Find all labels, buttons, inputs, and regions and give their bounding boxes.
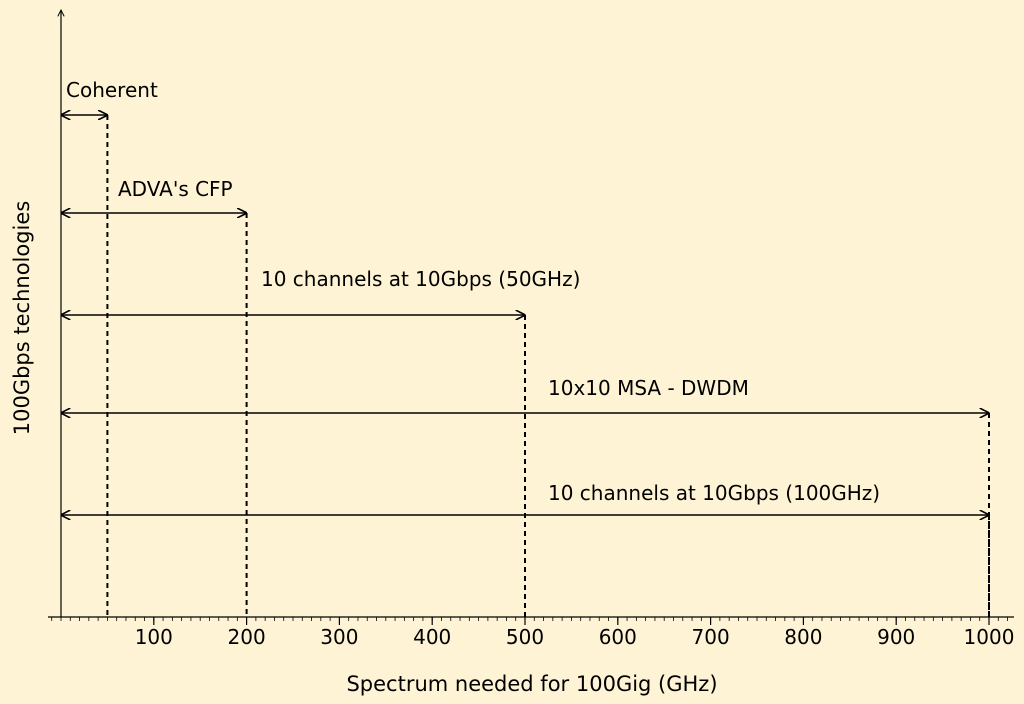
x-tick-label: 300 bbox=[320, 625, 358, 649]
y-axis-label: 100Gbps technologies bbox=[10, 201, 34, 436]
x-tick-label: 1000 bbox=[964, 625, 1015, 649]
range-label: 10 channels at 10Gbps (50GHz) bbox=[261, 267, 580, 291]
range-label: 10x10 MSA - DWDM bbox=[548, 376, 749, 400]
x-tick-label: 400 bbox=[413, 625, 451, 649]
x-tick-label: 100 bbox=[135, 625, 173, 649]
x-tick-label: 500 bbox=[506, 625, 544, 649]
range-label: Coherent bbox=[66, 78, 158, 102]
range-label: ADVA's CFP bbox=[118, 177, 233, 201]
range-label: 10 channels at 10Gbps (100GHz) bbox=[548, 481, 880, 505]
x-tick-label: 800 bbox=[784, 625, 822, 649]
technology-ranges: Coherent ADVA's CFP 10 channels at 10Gbps … bbox=[61, 78, 990, 617]
x-tick-label: 600 bbox=[599, 625, 637, 649]
x-tick-label: 700 bbox=[692, 625, 730, 649]
x-axis-label: Spectrum needed for 100Gig (GHz) bbox=[346, 672, 717, 696]
x-tick-labels: 100 200 300 400 500 600 700 800 900 1000 bbox=[135, 625, 1015, 649]
x-tick-label: 900 bbox=[877, 625, 915, 649]
x-tick-label: 200 bbox=[228, 625, 266, 649]
x-major-ticks bbox=[153, 617, 990, 625]
